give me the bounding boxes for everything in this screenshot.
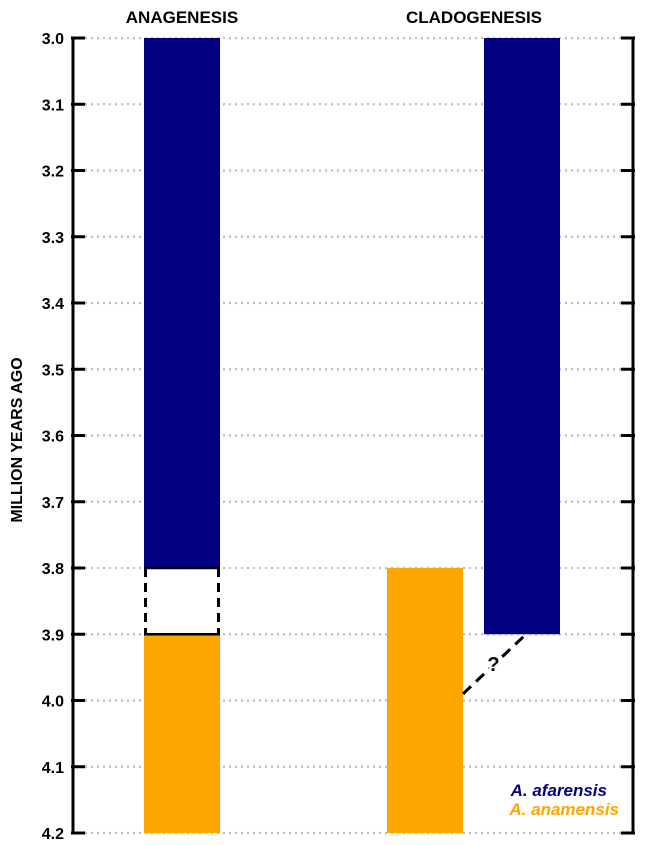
- y-tick-label: 4.1: [42, 760, 64, 777]
- y-tick-label: 3.7: [42, 495, 64, 512]
- range-bar-aafarensis: [484, 38, 560, 635]
- range-bar-aanamensis: [144, 634, 220, 833]
- panel-title-anagenesis: ANAGENESIS: [126, 8, 238, 27]
- tick-labels: 3.0 3.1 3.2 3.3 3.4 3.5 3.6 3.7 3.8 3.9 4.0 4.1 4.2: [42, 31, 64, 843]
- y-tick-label: 3.9: [42, 627, 64, 644]
- panel-title-cladogenesis: CLADOGENESIS: [406, 8, 542, 27]
- y-tick-label: 3.5: [42, 362, 64, 379]
- y-tick-label: 3.4: [42, 296, 64, 313]
- y-tick-label: 4.0: [42, 694, 64, 711]
- y-axis-label: MILLION YEARS AGO: [9, 357, 26, 522]
- cladogenesis-dashed-link: [461, 633, 528, 695]
- y-tick-label: 3.6: [42, 429, 64, 446]
- y-tick-label: 4.2: [42, 826, 64, 843]
- range-bar-aanamensis: [387, 568, 463, 833]
- y-tick-label: 3.8: [42, 561, 64, 578]
- transitions: [144, 566, 528, 695]
- range-bars: [144, 38, 560, 833]
- legend-afarensis: A. afarensis: [510, 781, 607, 800]
- y-tick-label: 3.0: [42, 31, 64, 48]
- legend-anamensis: A. anamensis: [508, 800, 619, 819]
- range-bar-aafarensis: [144, 38, 220, 568]
- uncertain-transition-label: ?: [487, 654, 499, 676]
- y-tick-label: 3.3: [42, 230, 64, 247]
- y-tick-label: 3.2: [42, 164, 64, 181]
- axis-ticks: [71, 36, 635, 835]
- y-tick-label: 3.1: [42, 97, 64, 114]
